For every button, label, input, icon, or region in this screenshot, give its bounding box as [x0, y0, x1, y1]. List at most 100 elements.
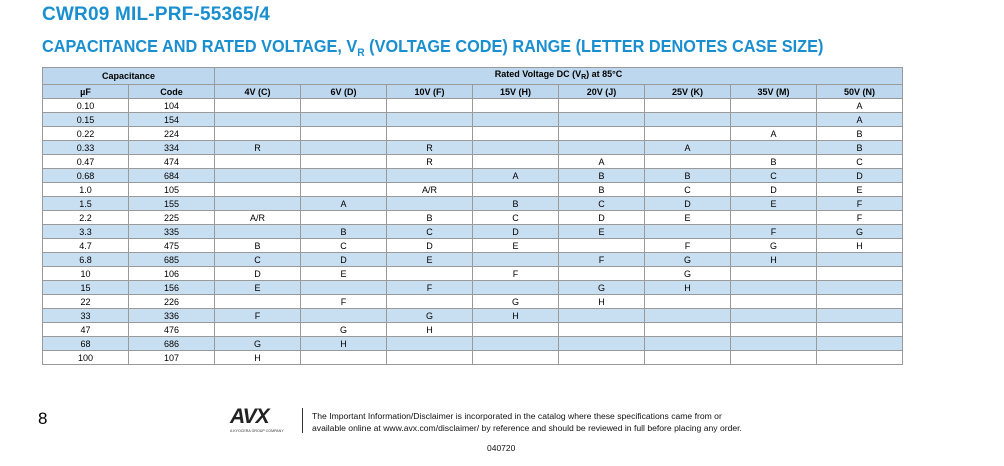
case-size-cell — [558, 266, 645, 281]
case-size-cell — [815, 252, 904, 267]
table-row: 3.3 335 B C D E F G — [42, 224, 904, 239]
case-size-cell: G — [815, 224, 904, 239]
case-size-cell: E — [386, 252, 473, 267]
case-size-cell: D — [815, 168, 904, 183]
case-size-cell: F — [472, 266, 559, 281]
table-row: 33 336 F G H — [42, 308, 904, 323]
code-cell: 106 — [128, 266, 215, 281]
case-size-cell: C — [386, 224, 473, 239]
case-size-cell — [386, 336, 473, 351]
case-size-cell: F — [300, 294, 387, 309]
case-size-cell: G — [644, 252, 731, 267]
code-cell: 475 — [128, 238, 215, 253]
case-size-cell — [214, 322, 301, 337]
case-size-cell: A — [300, 196, 387, 211]
case-size-cell: D — [644, 196, 731, 211]
case-size-cell — [558, 350, 645, 365]
code-cell: 224 — [128, 126, 215, 141]
case-size-cell — [730, 294, 817, 309]
case-size-cell — [644, 336, 731, 351]
capacitance-cell: 0.15 — [42, 112, 129, 127]
code-cell: 104 — [128, 98, 215, 113]
code-cell: 336 — [128, 308, 215, 323]
column-header: 4V (C) — [214, 84, 301, 99]
avx-logo: AVX A KYOCERA GROUP COMPANY — [230, 405, 292, 435]
table-row: 4.7 475 B C D E F G H — [42, 238, 904, 253]
case-size-cell — [386, 112, 473, 127]
case-size-cell: C — [730, 168, 817, 183]
case-size-cell: D — [386, 238, 473, 253]
case-size-cell: B — [300, 224, 387, 239]
case-size-cell — [644, 308, 731, 323]
case-size-cell — [730, 210, 817, 225]
case-size-cell — [730, 112, 817, 127]
page-title: CWR09 MIL-PRF-55365/4 — [42, 4, 271, 25]
table-row: 47 476 G H — [42, 322, 904, 337]
case-size-cell — [730, 322, 817, 337]
column-header: µF — [42, 84, 129, 99]
code-cell: 476 — [128, 322, 215, 337]
case-size-cell: G — [300, 322, 387, 337]
case-size-cell: D — [214, 266, 301, 281]
table-row: 1.0 105 A/R B C D E — [42, 182, 904, 197]
table-row: 0.15 154 A — [42, 112, 904, 127]
case-size-cell — [815, 322, 904, 337]
case-size-cell — [300, 112, 387, 127]
table-row: 68 686 G H — [42, 336, 904, 351]
capacitance-voltage-table: Capacitance Rated Voltage DC (VR) at 85°… — [42, 67, 904, 365]
table-title-subscript: R — [357, 47, 365, 59]
case-size-cell: B — [815, 140, 904, 155]
page-number: 8 — [38, 409, 48, 428]
case-size-cell — [386, 126, 473, 141]
case-size-cell — [815, 266, 904, 281]
case-size-cell — [558, 322, 645, 337]
case-size-cell: D — [300, 252, 387, 267]
case-size-cell — [730, 350, 817, 365]
case-size-cell: H — [386, 322, 473, 337]
case-size-cell: H — [472, 308, 559, 323]
code-cell: 226 — [128, 294, 215, 309]
case-size-cell: A — [558, 154, 645, 169]
disclaimer-line-2: available online at www.avx.com/disclaim… — [312, 423, 742, 433]
case-size-cell: F — [815, 210, 904, 225]
case-size-cell: C — [644, 182, 731, 197]
case-size-cell — [386, 350, 473, 365]
case-size-cell — [300, 98, 387, 113]
case-size-cell: B — [386, 210, 473, 225]
case-size-cell — [300, 154, 387, 169]
code-cell: 225 — [128, 210, 215, 225]
capacitance-cell: 1.0 — [42, 182, 129, 197]
capacitance-cell: 0.22 — [42, 126, 129, 141]
case-size-cell — [214, 294, 301, 309]
case-size-cell — [558, 238, 645, 253]
case-size-cell — [214, 168, 301, 183]
case-size-cell — [300, 126, 387, 141]
case-size-cell: F — [214, 308, 301, 323]
code-cell: 154 — [128, 112, 215, 127]
table-title-suffix: (VOLTAGE CODE) RANGE (LETTER DENOTES CAS… — [364, 36, 824, 56]
case-size-cell — [472, 252, 559, 267]
table-row: 10 106 D E F G — [42, 266, 904, 281]
case-size-cell: B — [558, 182, 645, 197]
case-size-cell — [558, 98, 645, 113]
case-size-cell — [558, 126, 645, 141]
case-size-cell: A — [472, 168, 559, 183]
capacitance-cell: 33 — [42, 308, 129, 323]
case-size-cell — [386, 294, 473, 309]
case-size-cell — [300, 308, 387, 323]
case-size-cell: H — [558, 294, 645, 309]
case-size-cell — [386, 168, 473, 183]
case-size-cell — [730, 98, 817, 113]
capacitance-cell: 22 — [42, 294, 129, 309]
case-size-cell — [558, 140, 645, 155]
capacitance-cell: 0.33 — [42, 140, 129, 155]
case-size-cell: A — [815, 98, 904, 113]
case-size-cell: F — [730, 224, 817, 239]
case-size-cell — [644, 126, 731, 141]
case-size-cell: E — [472, 238, 559, 253]
case-size-cell: E — [558, 224, 645, 239]
case-size-cell — [644, 294, 731, 309]
case-size-cell — [214, 126, 301, 141]
disclaimer-line-1: The Important Information/Disclaimer is … — [312, 411, 722, 421]
case-size-cell — [558, 112, 645, 127]
